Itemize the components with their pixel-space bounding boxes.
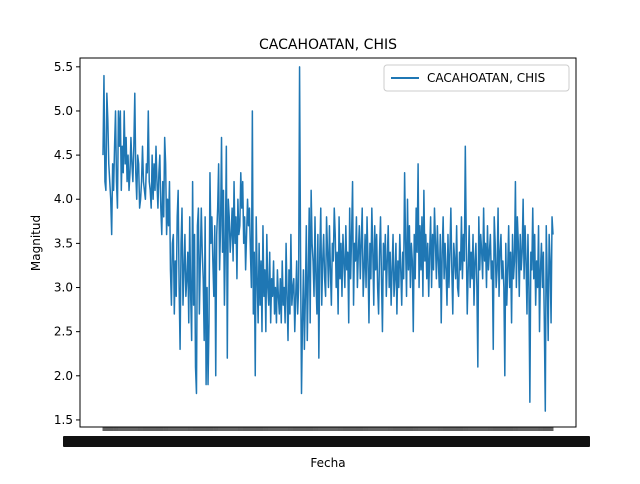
plot-layer (102, 66, 554, 412)
legend: CACAHOATAN, CHIS (383, 64, 570, 92)
x-tick-labels-overlapped (63, 436, 590, 447)
plot-frame (79, 57, 577, 428)
legend-entry: CACAHOATAN, CHIS (427, 71, 545, 85)
y-tick-label: 3.5 (54, 236, 73, 250)
y-tick-label: 1.5 (54, 413, 73, 427)
x-axis (63, 427, 590, 447)
y-tick-label: 4.5 (54, 148, 73, 162)
y-tick-label: 3.0 (54, 281, 73, 295)
y-tick-label: 2.0 (54, 369, 73, 383)
x-axis-label: Fecha (310, 456, 345, 470)
legend-box (383, 64, 570, 92)
y-tick-label: 2.5 (54, 325, 73, 339)
y-axis: 1.5 2.0 2.5 3.0 3.5 4.0 4.5 5.0 5.5 (54, 60, 80, 427)
series-line (102, 66, 554, 412)
chart-title: CACAHOATAN, CHIS (259, 37, 397, 53)
y-tick-label: 5.5 (54, 60, 73, 74)
y-axis-label: Magnitud (29, 215, 43, 271)
y-tick-label: 5.0 (54, 104, 73, 118)
y-tick-label: 4.0 (54, 192, 73, 206)
